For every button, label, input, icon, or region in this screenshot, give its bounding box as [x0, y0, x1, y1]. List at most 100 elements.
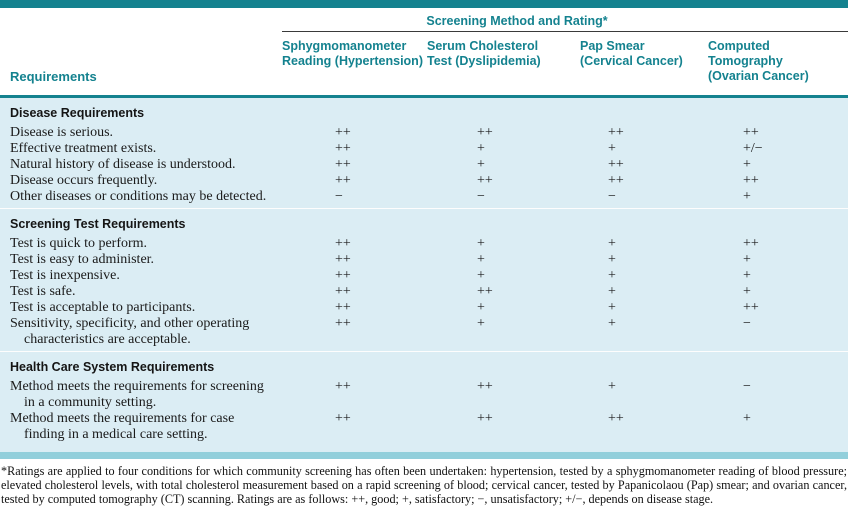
rating-value: +: [427, 252, 580, 268]
rating-value: ++: [580, 125, 708, 141]
rating-value: −: [282, 189, 427, 205]
rating-value: +: [580, 141, 708, 157]
rating-value: +: [427, 316, 580, 332]
rating-value: +/−: [708, 141, 848, 157]
row-label: Sensitivity, specificity, and other oper…: [0, 316, 282, 348]
rating-value: +: [580, 300, 708, 316]
row-label-line: Test is acceptable to participants.: [10, 300, 282, 316]
column-header-line: Sphygmomanometer: [282, 39, 427, 54]
table-row: Test is acceptable to participants.+++++…: [0, 300, 848, 316]
table-row: Disease is serious.++++++++: [0, 125, 848, 141]
rating-value: ++: [427, 125, 580, 141]
rating-value: ++: [282, 141, 427, 157]
table-row: Sensitivity, specificity, and other oper…: [0, 316, 848, 348]
rating-value: ++: [282, 173, 427, 189]
rating-value: +: [580, 316, 708, 332]
rating-value: ++: [580, 157, 708, 173]
requirements-header-cell: Requirements: [0, 11, 282, 95]
rating-value: ++: [282, 157, 427, 173]
column-header-line: Serum Cholesterol: [427, 39, 580, 54]
rating-value: +: [580, 236, 708, 252]
table-row: Effective treatment exists.+++++/−: [0, 141, 848, 157]
rating-value: −: [427, 189, 580, 205]
rating-value: +: [580, 379, 708, 395]
rating-value: ++: [427, 284, 580, 300]
method-column-headers: Sphygmomanometer Reading (Hypertension) …: [282, 32, 848, 95]
rating-value: −: [708, 379, 848, 395]
rating-value: ++: [708, 300, 848, 316]
requirements-column-header: Requirements: [0, 69, 97, 95]
rating-value: +: [708, 189, 848, 205]
table-header: Requirements Screening Method and Rating…: [0, 8, 848, 95]
row-label-line: Method meets the requirements for screen…: [10, 379, 282, 395]
rating-value: +: [427, 236, 580, 252]
row-label-line: Disease is serious.: [10, 125, 282, 141]
section-rows: Disease is serious.++++++++Effective tre…: [0, 125, 848, 208]
rating-value: ++: [427, 173, 580, 189]
column-header-sphygmomanometer: Sphygmomanometer Reading (Hypertension): [282, 39, 427, 84]
row-label: Effective treatment exists.: [0, 141, 282, 157]
row-label-line: Other diseases or conditions may be dete…: [10, 189, 282, 205]
column-header-computed-tomography: Computed Tomography (Ovarian Cancer): [708, 39, 848, 84]
column-header-line: (Cervical Cancer): [580, 54, 708, 69]
row-label: Test is acceptable to participants.: [0, 300, 282, 316]
table-row: Disease occurs frequently.++++++++: [0, 173, 848, 189]
table-row: Other diseases or conditions may be dete…: [0, 189, 848, 205]
row-label-line: Test is easy to administer.: [10, 252, 282, 268]
rating-value: +: [708, 268, 848, 284]
rating-value: ++: [282, 379, 427, 395]
rating-value: ++: [580, 411, 708, 427]
rating-value: ++: [708, 125, 848, 141]
table-row: Test is easy to administer.+++++: [0, 252, 848, 268]
rating-value: ++: [282, 316, 427, 332]
section-title: Health Care System Requirements: [0, 351, 848, 379]
column-header-line: Computed Tomography: [708, 39, 848, 69]
section-rows: Method meets the requirements for screen…: [0, 379, 848, 446]
rating-value: ++: [282, 236, 427, 252]
table-row: Test is quick to perform.++++++: [0, 236, 848, 252]
rating-value: ++: [282, 411, 427, 427]
row-label-line: Effective treatment exists.: [10, 141, 282, 157]
rating-value: +: [708, 157, 848, 173]
row-label: Test is inexpensive.: [0, 268, 282, 284]
row-label-line: Test is inexpensive.: [10, 268, 282, 284]
section-title: Disease Requirements: [0, 98, 848, 125]
rating-value: ++: [708, 236, 848, 252]
row-label-line: Test is safe.: [10, 284, 282, 300]
rating-value: ++: [708, 173, 848, 189]
rating-value: +: [427, 268, 580, 284]
column-header-serum-cholesterol: Serum Cholesterol Test (Dyslipidemia): [427, 39, 580, 84]
footnote: *Ratings are applied to four conditions …: [0, 459, 848, 510]
rating-value: +: [427, 300, 580, 316]
row-label-line: finding in a medical care setting.: [10, 427, 282, 443]
rating-value: ++: [427, 411, 580, 427]
table-row: Test is inexpensive.+++++: [0, 268, 848, 284]
rating-value: −: [708, 316, 848, 332]
row-label-line: characteristics are acceptable.: [10, 332, 282, 348]
row-label: Test is safe.: [0, 284, 282, 300]
row-label: Disease is serious.: [0, 125, 282, 141]
row-label-line: Disease occurs frequently.: [10, 173, 282, 189]
bottom-rule-bar: [0, 452, 848, 459]
table-row: Natural history of disease is understood…: [0, 157, 848, 173]
methods-header-group: Screening Method and Rating* Sphygmomano…: [282, 11, 848, 95]
row-label: Disease occurs frequently.: [0, 173, 282, 189]
rating-value: ++: [282, 268, 427, 284]
rating-value: ++: [282, 300, 427, 316]
top-rule-bar: [0, 0, 848, 8]
rating-value: +: [708, 284, 848, 300]
rating-value: ++: [427, 379, 580, 395]
section-rows: Test is quick to perform.++++++Test is e…: [0, 236, 848, 351]
rating-value: +: [580, 252, 708, 268]
spanner-header: Screening Method and Rating*: [282, 11, 848, 31]
row-label: Natural history of disease is understood…: [0, 157, 282, 173]
column-header-pap-smear: Pap Smear (Cervical Cancer): [580, 39, 708, 84]
row-label: Test is quick to perform.: [0, 236, 282, 252]
row-label: Other diseases or conditions may be dete…: [0, 189, 282, 205]
rating-value: +: [708, 411, 848, 427]
rating-value: ++: [282, 125, 427, 141]
rating-value: +: [427, 157, 580, 173]
